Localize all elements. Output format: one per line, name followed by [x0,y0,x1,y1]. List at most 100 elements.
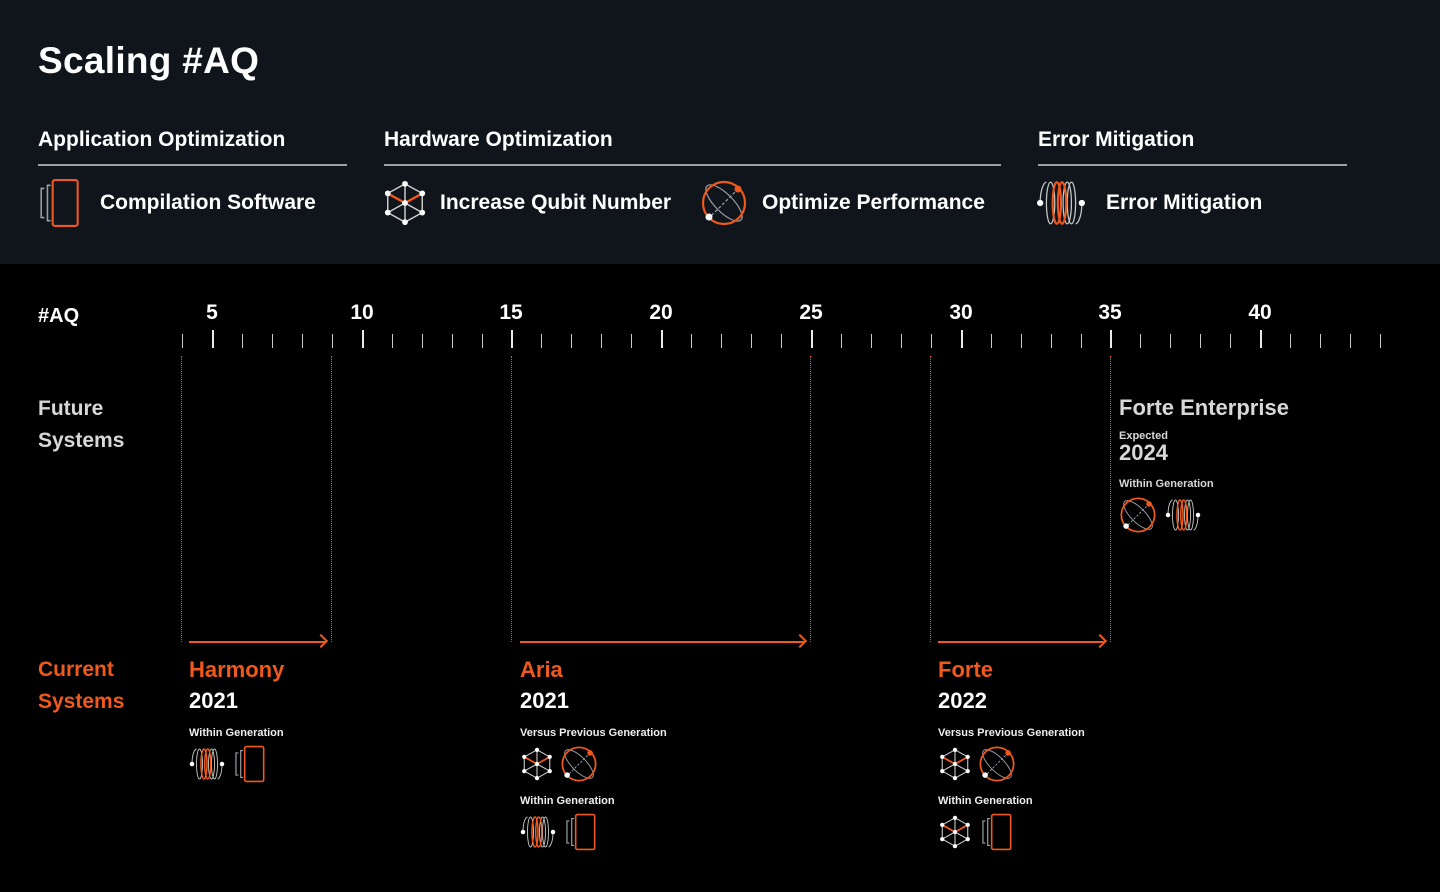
system-aria: Aria 2021 Versus Previous Generation Wit… [520,656,667,851]
axis-tick [541,334,542,348]
axis-tick [1051,334,1052,348]
range-marker [181,356,182,642]
icon-group [938,813,1085,851]
system-name: Forte [938,657,993,682]
error-mitigation-icon [189,745,225,783]
range-marker [810,356,811,642]
icon-group [520,813,667,851]
category-hardware-optimization: Hardware Optimization [384,128,613,151]
category-error-mitigation: Error Mitigation [1038,128,1195,151]
range-arrow-harmony [189,641,325,643]
axis-tick [631,334,632,348]
axis-tick [1200,334,1201,348]
axis-tick [871,334,872,348]
axis-tick [1290,334,1291,348]
legend-label: Optimize Performance [762,191,985,214]
axis-tick [811,330,813,348]
axis-tick [212,330,214,348]
category-divider [384,164,1001,166]
group-label: Versus Previous Generation [520,727,667,739]
optimize-performance-icon [1119,496,1157,534]
category-divider [38,164,347,166]
increase-qubit-number-icon [938,814,972,850]
range-marker [511,356,512,642]
timeline-panel [0,264,1440,892]
category-application-optimization: Application Optimization [38,128,286,151]
axis-tick [1320,334,1321,348]
system-year: 2022 [938,688,987,713]
axis-tick [781,334,782,348]
system-year: 2021 [189,688,238,713]
icon-group [189,745,284,783]
row-label-line: Future [38,397,104,420]
expected-label: Expected [1119,430,1168,442]
system-forte: Forte 2022 Versus Previous Generation Wi… [938,656,1085,851]
axis-tick [1170,334,1171,348]
axis-tick [991,334,992,348]
axis-tick [272,334,273,348]
optimize-performance-icon [560,745,598,783]
axis-tick [901,334,902,348]
axis-tick [1021,334,1022,348]
range-arrow-aria [520,641,804,643]
legend-label: Compilation Software [100,191,316,214]
axis-tick [302,334,303,348]
axis-tick [242,334,243,348]
axis-tick [332,334,333,348]
range-marker [930,356,931,642]
tick-label: 10 [350,301,374,324]
axis-tick [482,334,483,348]
group-label: Within Generation [1119,478,1214,490]
tick-label: 25 [799,301,823,324]
axis-tick [721,334,722,348]
axis-label: #AQ [38,305,80,327]
system-name: Harmony [189,657,285,682]
system-name: Forte Enterprise [1119,395,1289,420]
axis-tick [841,334,842,348]
header-panel: Scaling #AQ Application Optimization Har… [0,0,1440,264]
increase-qubit-number-icon [520,746,554,782]
error-mitigation-icon [1165,496,1201,534]
legend-compilation-software: Compilation Software [36,178,316,228]
legend-label: Error Mitigation [1106,191,1263,214]
axis-tick [691,334,692,348]
axis-tick [751,334,752,348]
group-label: Within Generation [520,795,615,807]
axis-tick [1110,330,1112,348]
category-divider [1038,164,1347,166]
group-label: Within Generation [938,795,1033,807]
range-marker [331,356,332,642]
page-title: Scaling #AQ [38,40,260,81]
system-year: 2024 [1119,440,1168,465]
system-forte-enterprise: Forte Enterprise Expected 2024 Within Ge… [1119,395,1289,534]
compilation-software-icon [562,813,602,851]
system-name: Aria [520,657,563,682]
axis-tick [452,334,453,348]
group-label: Versus Previous Generation [938,727,1085,739]
row-label-future-systems: Future Systems [38,393,124,457]
range-marker [1110,356,1111,642]
axis-tick [1230,334,1231,348]
row-label-line: Systems [38,429,125,452]
axis-tick [601,334,602,348]
axis-tick [392,334,393,348]
axis-tick [511,330,513,348]
icon-group [1119,496,1289,534]
system-harmony: Harmony 2021 Within Generation [189,656,284,783]
tick-label: 15 [499,301,523,324]
system-year: 2021 [520,688,569,713]
tick-label: 20 [649,301,673,324]
axis-tick [362,330,364,348]
axis-tick [1081,334,1082,348]
axis-tick [1380,334,1381,348]
error-mitigation-icon [1036,178,1086,228]
tick-label: 30 [949,301,973,324]
axis-tick [422,334,423,348]
row-label-current-systems: Current Systems [38,654,124,718]
axis-tick [1350,334,1351,348]
axis-tick [1260,330,1262,348]
compilation-software-icon [978,813,1018,851]
legend-label: Increase Qubit Number [440,191,672,214]
axis-tick [182,334,183,348]
tick-label: 5 [206,301,218,324]
